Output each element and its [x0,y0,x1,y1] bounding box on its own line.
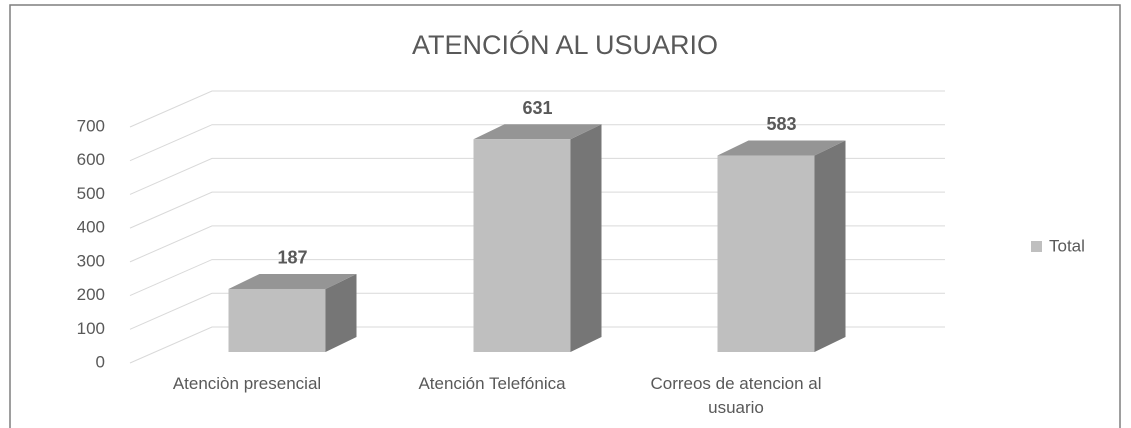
data-label: 187 [277,248,307,268]
legend-swatch [1031,241,1042,252]
bar [228,288,326,352]
y-tick-label: 0 [96,352,105,371]
y-tick-label: 700 [77,116,105,135]
y-tick-label: 200 [77,285,105,304]
y-tick-label: 500 [77,184,105,203]
chart-title: ATENCIÓN AL USUARIO [412,29,718,60]
grid-line [129,157,945,195]
chart-border [9,4,1121,428]
grid-line [129,259,945,297]
grid-line [129,292,945,330]
y-tick-label: 400 [77,218,105,237]
bar [717,155,815,352]
bar-side [325,273,357,352]
grid-line [129,191,945,229]
data-label: 583 [766,114,796,134]
bar [473,139,571,352]
bar-top [228,273,357,289]
legend-label: Total [1049,236,1085,255]
grid-line [129,90,945,128]
bar-top [473,124,602,140]
x-tick-label: Atenciòn presencial [172,374,322,393]
y-tick-label: 600 [77,150,105,169]
data-label: 631 [522,98,552,118]
bar-side [570,124,602,353]
x-tick-label: Correos de atencion al usuario [650,374,822,417]
bar-side [814,140,846,352]
y-tick-label: 300 [77,251,105,270]
y-tick-label: 100 [77,319,105,338]
grid-line [129,326,945,364]
x-tick-label: Atención Telefónica [418,374,566,393]
bar-top [717,140,846,156]
grid-line [129,124,945,162]
grid-line [129,225,945,263]
